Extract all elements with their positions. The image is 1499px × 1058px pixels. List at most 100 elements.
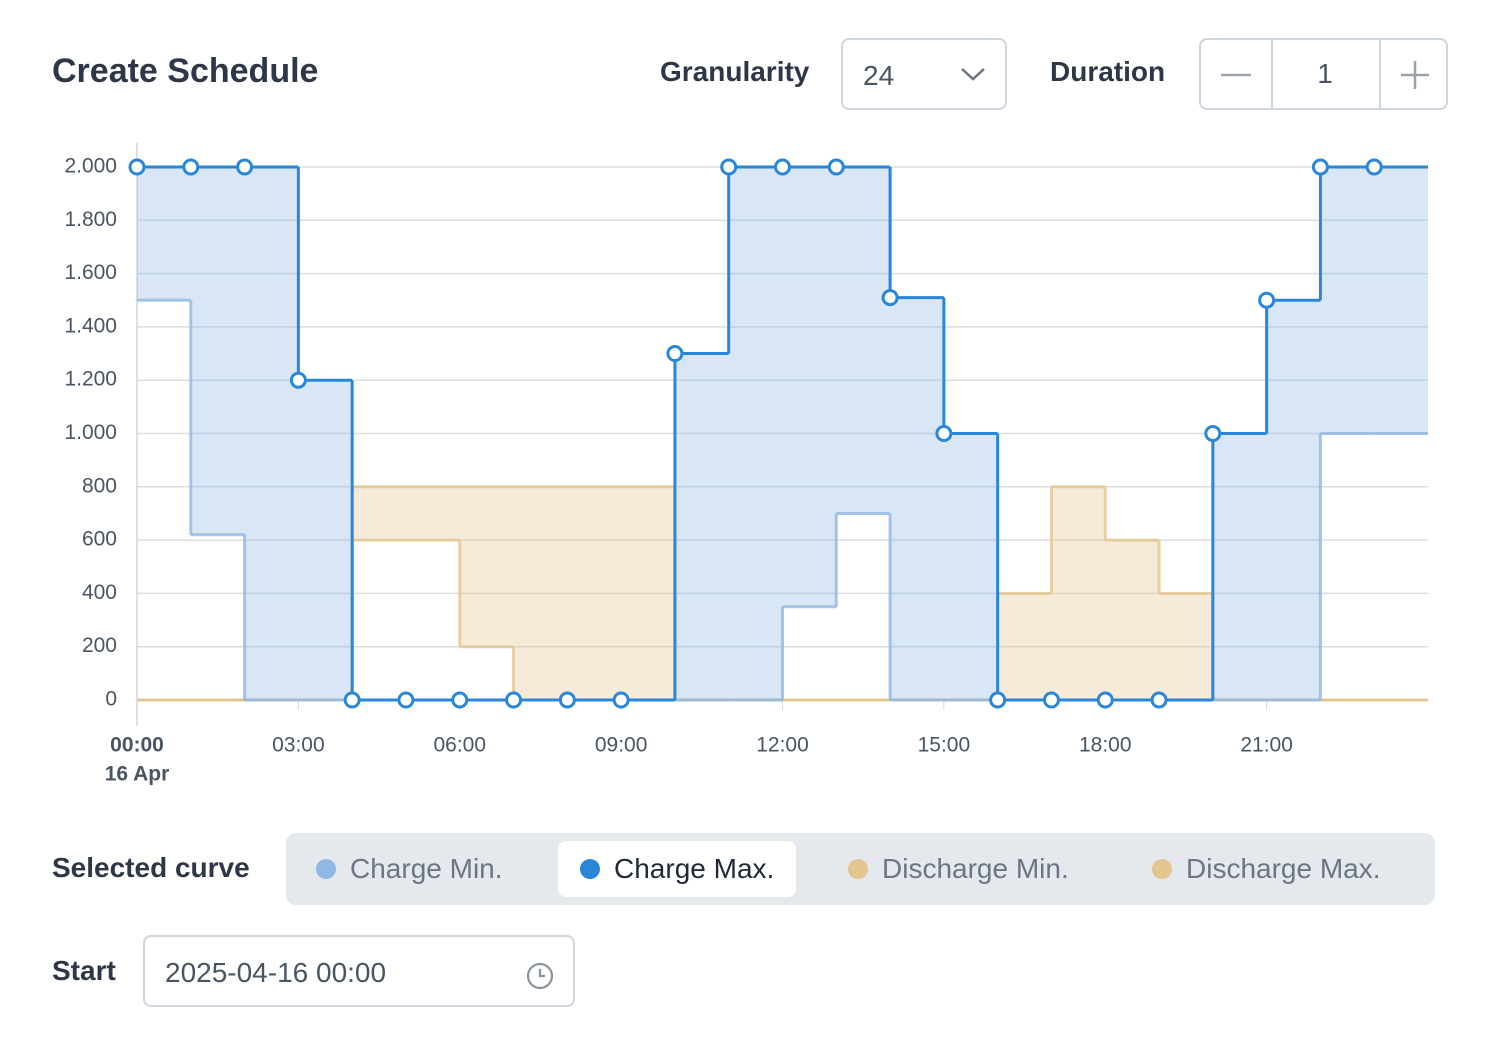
range-fill: [674, 353, 729, 700]
point-marker: [1096, 691, 1114, 709]
range-fill: [513, 486, 568, 700]
range-fill: [728, 167, 783, 700]
y-tick-label: 200: [82, 634, 117, 657]
point-marker: [558, 691, 576, 709]
granularity-label: Granularity: [660, 56, 810, 87]
y-tick-label: 1.400: [64, 314, 117, 337]
plus-icon: [1401, 61, 1429, 89]
legend-label: Charge Max.: [614, 853, 775, 884]
start-value: 2025-04-16 00:00: [165, 957, 387, 988]
curve-option[interactable]: Discharge Max.: [1130, 841, 1403, 897]
x-tick-label: 12:00: [756, 734, 809, 757]
clock-icon: [526, 962, 554, 990]
x-tick-label: 18:00: [1079, 734, 1132, 757]
legend-label: Discharge Max.: [1186, 853, 1381, 884]
granularity-value: 24: [863, 60, 895, 91]
point-marker: [881, 289, 899, 307]
range-fill: [1374, 167, 1428, 434]
range-fill: [352, 486, 406, 541]
point-marker: [182, 158, 200, 176]
point-marker: [720, 158, 738, 176]
y-tick-label: 1.200: [64, 368, 117, 391]
x-tick-label: 06:00: [433, 734, 486, 757]
range-fill: [137, 167, 191, 301]
point-marker: [774, 158, 791, 176]
range-fill: [405, 486, 460, 541]
range-fill: [1266, 300, 1321, 700]
point-marker: [1311, 158, 1329, 176]
range-fill: [997, 593, 1052, 700]
x-tick-label: 03:00: [272, 734, 325, 757]
point-marker: [397, 691, 415, 709]
range-fill: [943, 433, 998, 700]
range-fill: [1159, 593, 1213, 700]
range-fill: [244, 167, 299, 700]
range-fill: [567, 486, 622, 700]
x-tick-label: 21:00: [1240, 734, 1293, 757]
range-fill: [890, 297, 944, 700]
legend-label: Charge Min.: [350, 853, 503, 884]
duration-value[interactable]: 1: [1317, 58, 1333, 89]
range-fill: [1320, 167, 1375, 434]
y-tick-label: 600: [82, 528, 117, 551]
title: Create Schedule: [52, 52, 319, 90]
range-fill: [459, 486, 514, 647]
legend-dot: [848, 859, 868, 879]
legend-dot: [580, 859, 600, 879]
point-marker: [505, 691, 523, 709]
range-fill: [621, 486, 675, 700]
duration-label: Duration: [1050, 56, 1166, 87]
point-marker: [1204, 425, 1222, 442]
x-tick-label: 00:00: [110, 734, 164, 757]
start-label: Start: [52, 955, 116, 986]
curve-option[interactable]: Charge Max.: [558, 841, 797, 897]
point-marker: [612, 691, 630, 709]
x-date-label: 16 Apr: [105, 763, 170, 786]
curve-option[interactable]: Discharge Min.: [826, 841, 1091, 897]
range-fill: [1051, 486, 1106, 700]
start-input[interactable]: 2025-04-16 00:00: [143, 935, 575, 1007]
granularity-select[interactable]: 24: [841, 38, 1007, 110]
x-tick-label: 09:00: [595, 734, 648, 757]
y-tick-label: 1.800: [64, 208, 117, 231]
range-fill: [836, 167, 891, 514]
point-marker: [236, 158, 254, 176]
y-tick-label: 400: [82, 581, 117, 604]
x-tick-label: 15:00: [918, 734, 971, 757]
point-marker: [1042, 691, 1060, 709]
range-fill: [190, 167, 245, 535]
chart: 0 200 400 600 800 1.000 1.200 1.400 1.600 1.800 2.…: [64, 143, 1428, 786]
decrement-button[interactable]: [1201, 40, 1273, 108]
legend-label: Discharge Min.: [882, 853, 1069, 884]
chevron: [961, 68, 985, 81]
point-marker: [343, 691, 361, 709]
range-fill: [1212, 433, 1267, 700]
point-marker: [451, 691, 469, 709]
point-marker: [666, 345, 684, 363]
curve-selector: Charge Min. Charge Max. Discharge Min. Disc…: [286, 833, 1435, 905]
point-marker: [1258, 291, 1276, 309]
y-tick-label: 1.000: [64, 421, 117, 444]
y-tick-label: 800: [82, 474, 117, 497]
curve-option[interactable]: Charge Min.: [294, 841, 525, 897]
curve-selector-label: Selected curve: [52, 852, 250, 883]
point-marker: [827, 158, 845, 176]
minus-icon: [1221, 73, 1251, 77]
point-marker: [289, 371, 307, 389]
duration-stepper: 1: [1199, 38, 1448, 110]
legend-dot: [316, 859, 336, 879]
increment-button[interactable]: [1379, 40, 1448, 108]
range-fill: [298, 380, 353, 700]
point-marker: [1365, 158, 1383, 176]
y-tick-label: 1.600: [64, 261, 117, 284]
range-fill: [782, 167, 837, 607]
range-fill: [1105, 540, 1160, 700]
y-tick-label: 2.000: [64, 155, 117, 178]
point-marker: [128, 158, 146, 176]
point-marker: [989, 691, 1007, 709]
y-tick-label: 0: [105, 688, 117, 711]
point-marker: [1150, 691, 1168, 709]
legend-dot: [1152, 859, 1172, 879]
point-marker: [935, 425, 953, 442]
